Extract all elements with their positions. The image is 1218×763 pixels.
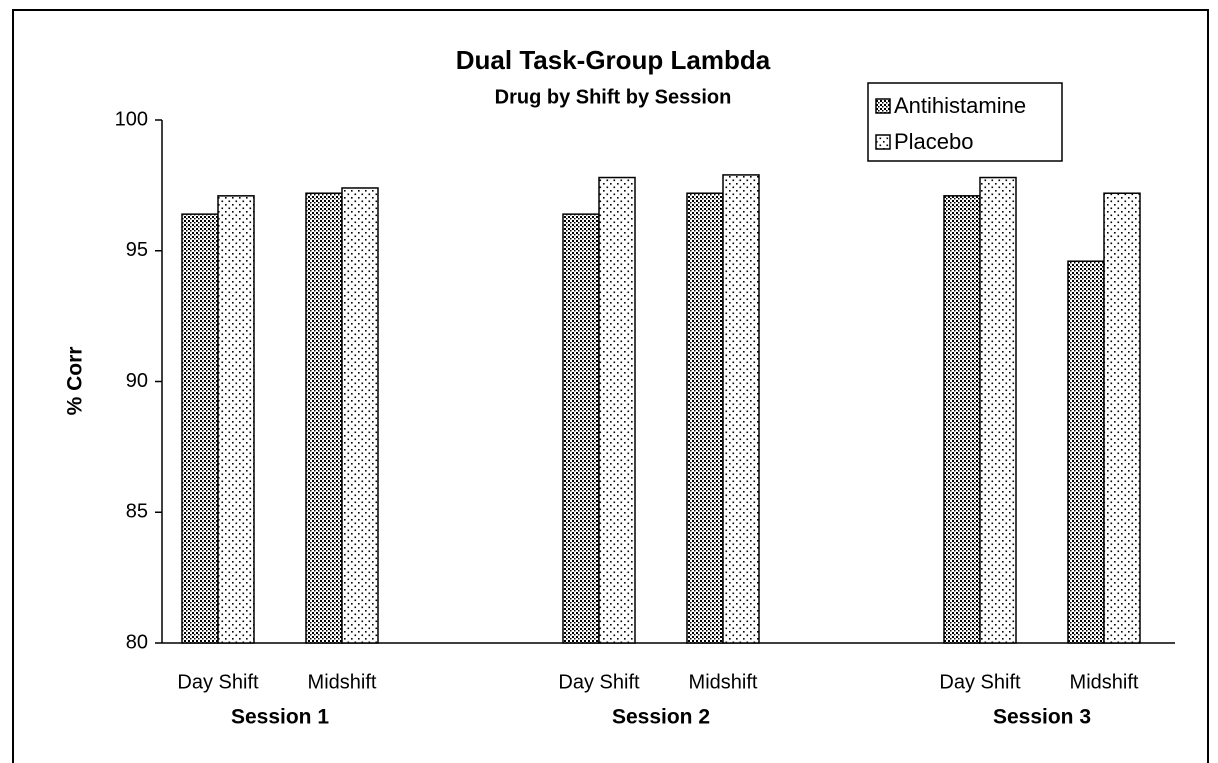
legend-swatch	[875, 98, 891, 114]
bar	[686, 192, 724, 644]
y-tick-label: 90	[126, 370, 148, 392]
legend-box	[867, 82, 1063, 162]
bar	[598, 176, 636, 644]
chart-subtitle: Drug by Shift by Session	[495, 86, 732, 108]
y-tick-label: 85	[126, 501, 148, 523]
y-tick-label: 95	[126, 239, 148, 261]
chart-title: Dual Task-Group Lambda	[456, 45, 771, 75]
bar	[1103, 192, 1141, 644]
x-tick-label: Day Shift	[177, 671, 259, 693]
bar	[562, 213, 600, 644]
x-tick-label: Day Shift	[558, 671, 640, 693]
bar	[979, 176, 1017, 644]
group-label: Session 3	[993, 706, 1091, 729]
legend-swatch	[875, 134, 891, 150]
frame	[12, 9, 1209, 763]
legend-label: Placebo	[894, 129, 974, 154]
bar	[722, 174, 760, 644]
y-tick-label: 100	[115, 108, 148, 130]
legend-label: Antihistamine	[894, 93, 1026, 118]
bar	[1067, 260, 1105, 644]
bar	[181, 213, 219, 644]
group-label: Session 2	[612, 706, 710, 729]
bar	[341, 187, 379, 644]
bar	[943, 195, 981, 644]
x-tick-label: Midshift	[1070, 671, 1139, 693]
bar	[217, 195, 255, 644]
x-tick-label: Day Shift	[939, 671, 1021, 693]
x-tick-label: Midshift	[689, 671, 758, 693]
bar	[305, 192, 343, 644]
y-axis-label: % Corr	[64, 347, 87, 416]
y-tick-label: 80	[126, 631, 148, 653]
x-tick-label: Midshift	[308, 671, 377, 693]
group-label: Session 1	[231, 706, 329, 729]
